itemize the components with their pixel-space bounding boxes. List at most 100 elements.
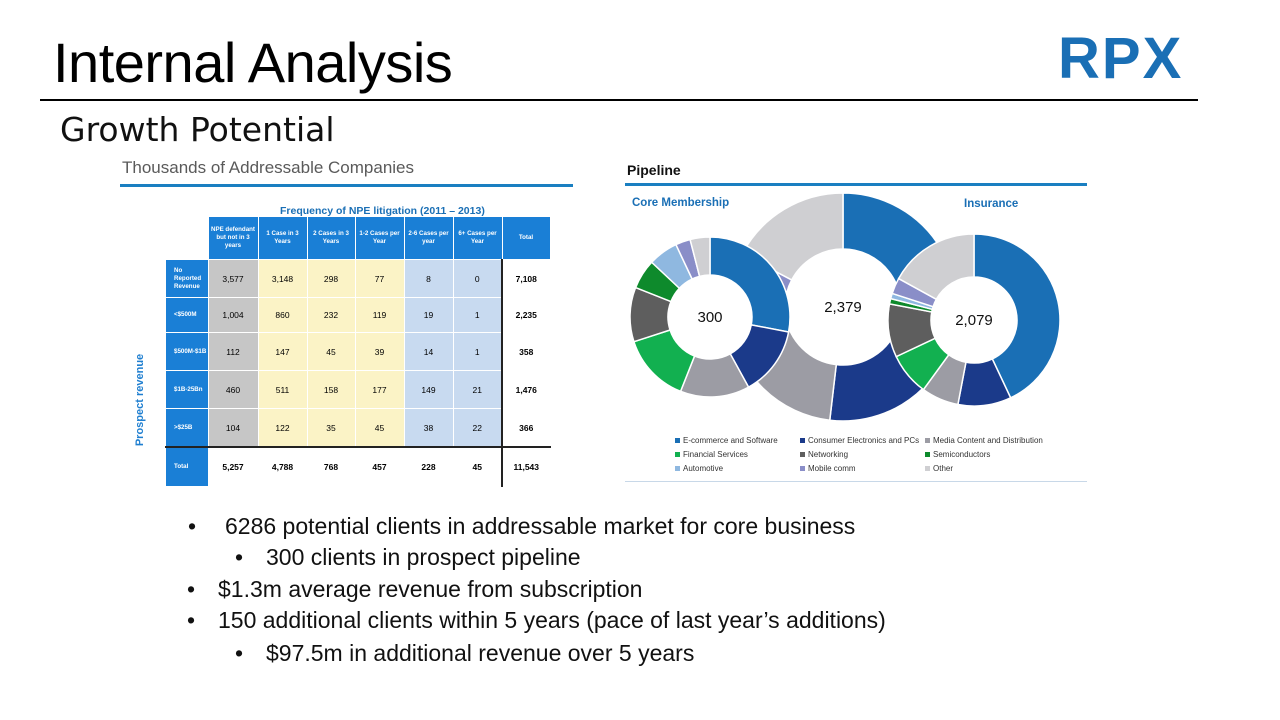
pipeline-panel: Pipeline Core Membership Insurance 2,379… (625, 150, 1088, 483)
legend-swatch (925, 452, 930, 458)
table-cell: 45 (452, 446, 503, 487)
table-cell: 39 (354, 332, 405, 371)
table-cell: 35 (306, 408, 356, 448)
legend-item: Other (925, 464, 953, 473)
legend-swatch (800, 466, 805, 472)
table-cell: 177 (354, 370, 405, 409)
table-corner (165, 216, 208, 260)
pipeline-heading-rule (625, 183, 1087, 186)
table-row-header: >$25B (165, 408, 209, 448)
insurance-label: Insurance (964, 198, 1019, 210)
donut-slice (741, 192, 844, 281)
table-cell: 3,577 (207, 259, 259, 298)
bullet-text: 6286 potential clients in addressable ma… (225, 513, 856, 539)
table-heading-rule (120, 184, 573, 187)
table-cell: 460 (207, 370, 259, 409)
table-row: $500M-$1B 112 147 45 39 14 1 358 (165, 332, 551, 371)
table-column-header: 6+ Cases per Year (452, 216, 503, 260)
table-column-header: 2-6 Cases per year (403, 216, 454, 260)
frequency-title: Frequency of NPE litigation (2011 – 2013… (280, 205, 485, 217)
legend-label: E-commerce and Software (683, 436, 778, 445)
legend-label: Financial Services (683, 450, 748, 459)
table-cell: 104 (207, 408, 259, 448)
table-cell: 11,543 (501, 446, 551, 487)
bullet-item: • 300 clients in prospect pipeline (235, 544, 581, 570)
legend-swatch (675, 452, 680, 458)
addressable-companies-panel: Thousands of Addressable Companies Frequ… (120, 150, 575, 487)
bullet-item: • $1.3m average revenue from subscription (187, 576, 643, 602)
table-cell: 119 (354, 297, 405, 333)
legend-label: Media Content and Distribution (933, 436, 1043, 445)
table-cell: 122 (257, 408, 308, 448)
legend-label: Consumer Electronics and PCs (808, 436, 920, 445)
table-cell: 21 (452, 370, 503, 409)
donut-center-label: 2,379 (824, 299, 862, 316)
legend-item: Networking (800, 450, 848, 459)
table-cell: 511 (257, 370, 308, 409)
legend-swatch (800, 452, 805, 458)
bullet-text: $1.3m average revenue from subscription (218, 576, 643, 602)
table-cell: 14 (403, 332, 454, 371)
table-row: >$25B 104 122 35 45 38 22 366 (165, 408, 551, 448)
table-column-header: 1 Case in 3 Years (257, 216, 308, 260)
table-cell: 1,004 (207, 297, 259, 333)
table-column-header: 2 Cases in 3 Years (306, 216, 356, 260)
table-cell: 147 (257, 332, 308, 371)
pipeline-heading: Pipeline (627, 162, 681, 178)
table-cell: 860 (257, 297, 308, 333)
table-cell: 2,235 (501, 297, 551, 333)
table-cell: 149 (403, 370, 454, 409)
table-row-header: $500M-$1B (165, 332, 209, 371)
addressable-companies-table: NPE defendant but not in 3 years 1 Case i… (165, 216, 551, 487)
logo-text: RPX (1058, 28, 1183, 84)
legend-item: Semiconductors (925, 450, 990, 459)
table-cell: 4,788 (257, 446, 308, 487)
table-cell: 158 (306, 370, 356, 409)
table-cell: 1,476 (501, 370, 551, 409)
table-cell: 8 (403, 259, 454, 298)
legend-label: Semiconductors (933, 450, 991, 459)
table-cell: 5,257 (207, 446, 259, 487)
bullet-item: • $97.5m in additional revenue over 5 yea… (235, 640, 695, 666)
bullet-text: $97.5m in additional revenue over 5 year… (266, 640, 695, 666)
table-cell: 3,148 (257, 259, 308, 298)
legend-label: Mobile comm (808, 464, 856, 473)
table-cell: 45 (354, 408, 405, 448)
table-cell: 232 (306, 297, 356, 333)
table-row-header: Total (165, 446, 209, 487)
table-row-header: No Reported Revenue (165, 259, 209, 298)
table-heading: Thousands of Addressable Companies (122, 158, 415, 177)
legend-item: E-commerce and Software (675, 436, 778, 445)
legend-swatch (925, 466, 930, 472)
table-cell: 22 (452, 408, 503, 448)
donut-center-label: 2,079 (955, 312, 993, 329)
table-row: <$500M 1,004 860 232 119 19 1 2,235 (165, 297, 551, 333)
table-cell: 112 (207, 332, 259, 371)
legend-swatch (675, 438, 680, 444)
table-row-header: $1B-25Bn (165, 370, 209, 409)
legend-item: Media Content and Distribution (925, 436, 1043, 445)
table-column-header: NPE defendant but not in 3 years (207, 216, 259, 260)
table-row-header: <$500M (165, 297, 209, 333)
table-cell: 77 (354, 259, 405, 298)
bullet-text: 150 additional clients within 5 years (p… (218, 607, 886, 633)
donut-hole (785, 249, 901, 365)
pipeline-bottom-rule (625, 481, 1087, 482)
legend-swatch (675, 466, 680, 472)
table-cell: 457 (354, 446, 405, 487)
legend-item: Automotive (675, 464, 723, 473)
legend-swatch (800, 438, 805, 444)
table-row: Total 5,257 4,788 768 457 228 45 11,543 (165, 446, 551, 487)
donut-1: 300 (629, 236, 791, 398)
legend-label: Other (933, 464, 954, 473)
pipeline-donut-charts: 2,379 300 2,079 (629, 192, 1061, 422)
donut-center-label: 300 (697, 309, 722, 326)
table-cell: 1 (452, 297, 503, 333)
table-row: No Reported Revenue 3,577 3,148 298 77 8 0 7,10… (165, 259, 551, 298)
core-membership-label: Core Membership (632, 197, 730, 209)
title-divider (40, 99, 1198, 101)
table-cell: 298 (306, 259, 356, 298)
bullet-item: • 150 additional clients within 5 years (… (187, 607, 886, 633)
bullet-item: • 6286 potential clients in addressable m… (188, 513, 856, 539)
table-cell: 0 (452, 259, 503, 298)
